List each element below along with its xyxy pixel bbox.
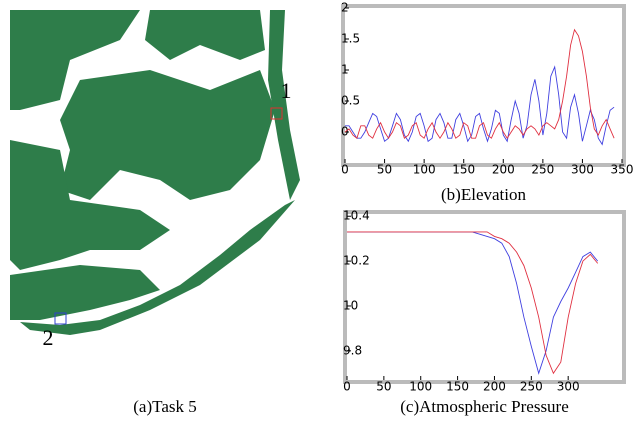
map [10,10,300,335]
y-tick-label: 10 [343,298,358,312]
caption: (b)Elevation [441,185,526,204]
y-tick-label: 0 [341,125,349,139]
y-tick-label: 2 [341,1,349,15]
x-tick-label: 100 [413,163,436,177]
x-tick-label: 300 [571,163,594,177]
marker-label: 2 [43,325,54,350]
x-tick-label: 50 [377,163,392,177]
figure: 1 2 (a)Task 5 00.511.5205010015020025030… [0,0,639,418]
x-tick-label: 200 [492,163,515,177]
x-tick-label: 350 [611,163,634,177]
y-tick-label: 1.5 [341,32,360,46]
y-tick-label: 10.4 [343,209,370,223]
caption: (c)Atmospheric Pressure [400,397,569,416]
plot-area [347,214,622,380]
y-tick-label: 0.5 [341,94,360,108]
x-tick-label: 150 [446,380,469,394]
x-tick-label: 0 [341,163,349,177]
y-tick-label: 9.8 [343,343,362,357]
x-tick-label: 200 [483,380,506,394]
x-tick-label: 250 [531,163,554,177]
x-tick-label: 150 [452,163,475,177]
x-tick-label: 50 [376,380,391,394]
caption: (a)Task 5 [133,397,196,416]
y-tick-label: 10.2 [343,254,370,268]
x-tick-label: 250 [520,380,543,394]
x-tick-label: 0 [343,380,351,394]
x-tick-label: 300 [557,380,580,394]
y-tick-label: 1 [341,63,349,77]
marker-label: 1 [281,78,292,103]
x-tick-label: 100 [409,380,432,394]
